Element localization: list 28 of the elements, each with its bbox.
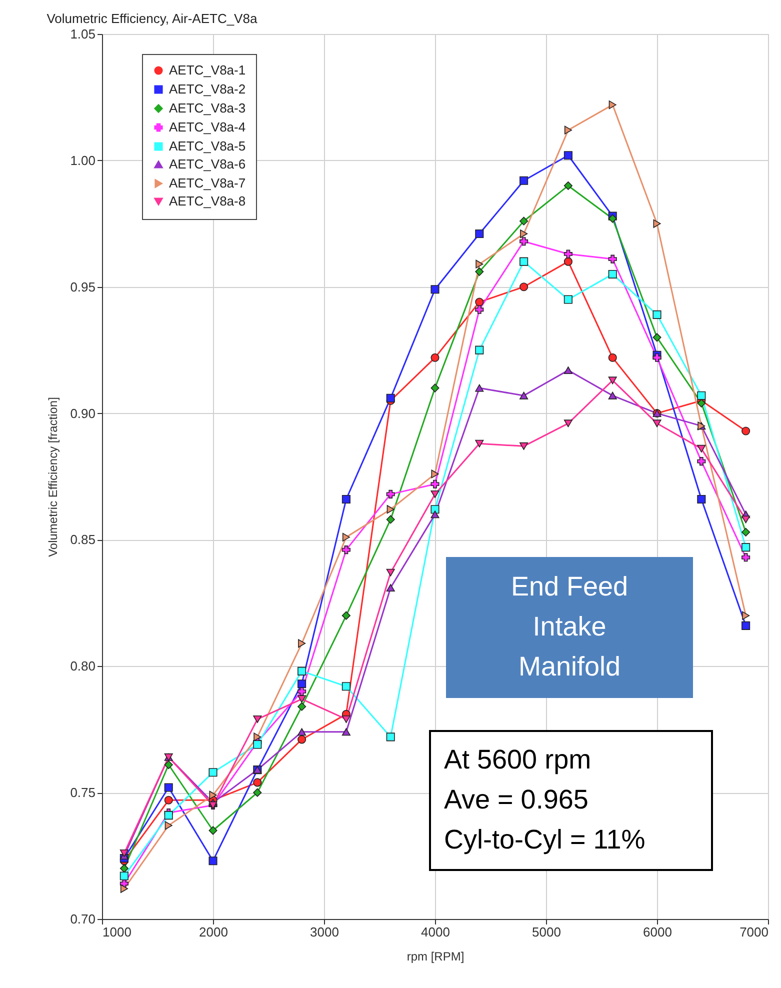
legend-label: AETC_V8a-1	[169, 62, 246, 78]
annotation: End Feed Intake Manifold	[510, 572, 628, 682]
legend-label: AETC_V8a-4	[169, 120, 246, 134]
x-tick-label: 4000	[421, 924, 450, 940]
y-tick-label: 0.75	[70, 785, 96, 800]
y-tick-label: 0.80	[70, 658, 96, 674]
y-tick-label: 0.85	[70, 532, 96, 548]
x-tick-label: 7000	[740, 924, 768, 940]
x-tick-label: 1000	[102, 924, 132, 940]
y-tick-label: 0.90	[70, 406, 96, 421]
x-tick-label: 2000	[199, 924, 228, 940]
legend-label: AETC_V8a-6	[169, 156, 246, 172]
y-tick-label: 1.00	[70, 152, 96, 168]
x-axis-title: rpm [RPM]	[406, 950, 464, 964]
legend-label: AETC_V8a-2	[169, 82, 246, 96]
legend-label: AETC_V8a-7	[169, 176, 246, 190]
legend-label: AETC_V8a-8	[169, 194, 246, 208]
x-tick-label: 5000	[532, 924, 561, 940]
x-tick-label: 3000	[310, 924, 339, 940]
y-tick-label: 1.05	[70, 26, 96, 42]
chart-title: Volumetric Efficiency, Air-AETC_V8a	[46, 11, 258, 26]
legend-label: AETC_V8a-3	[169, 100, 246, 116]
annotation: At 5600 rpm Ave = 0.965 Cyl-to-Cyl = 11%	[444, 744, 646, 854]
x-tick-label: 6000	[643, 924, 672, 940]
legend-label: AETC_V8a-5	[169, 138, 246, 154]
y-tick-label: 0.70	[70, 912, 96, 926]
y-tick-label: 0.95	[70, 279, 96, 294]
y-axis-title: Volumetric Efficiency [fraction]	[46, 397, 60, 557]
